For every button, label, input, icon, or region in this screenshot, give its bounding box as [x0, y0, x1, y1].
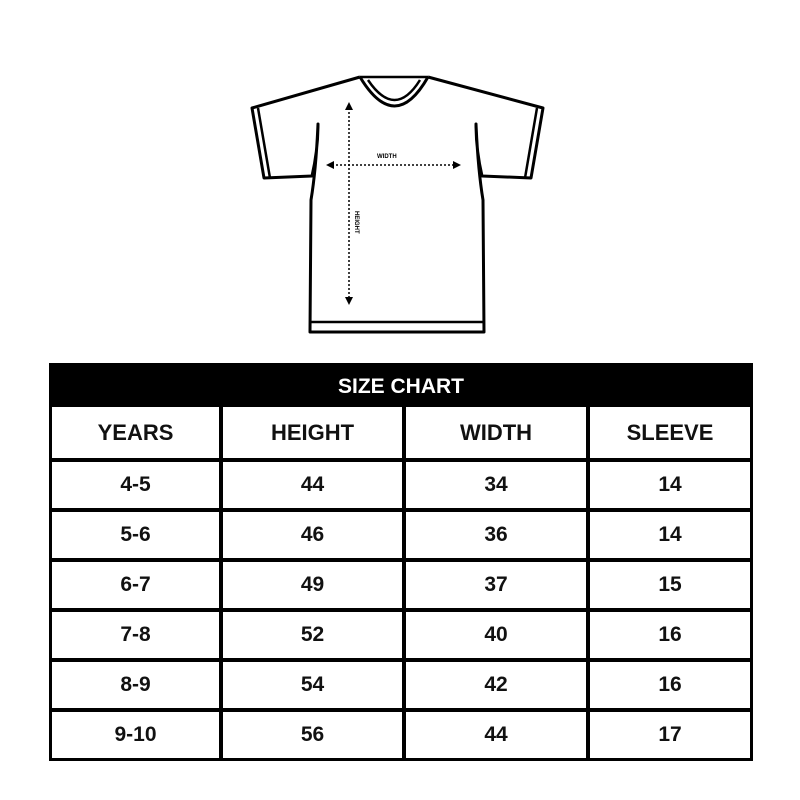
table-row: 9-10 56 44 17 [52, 708, 750, 758]
cell-width: 34 [402, 462, 586, 508]
cell-width: 42 [402, 662, 586, 708]
table-title: SIZE CHART [52, 366, 750, 407]
height-label: HEIGHT [353, 211, 359, 234]
left-sleeve-band [256, 107, 272, 179]
header-sleeve: SLEEVE [586, 407, 750, 458]
collar-inner [366, 79, 422, 102]
cell-sleeve: 15 [586, 562, 750, 608]
cell-sleeve: 16 [586, 612, 750, 658]
cell-width: 44 [402, 712, 586, 758]
cell-years: 9-10 [114, 723, 157, 746]
table-row: 7-8 52 40 16 [52, 608, 750, 658]
cell-width: 37 [402, 562, 586, 608]
cell-years: 5-6 [120, 523, 151, 546]
cell-height: 44 [219, 462, 402, 508]
size-chart-table: SIZE CHART YEARS HEIGHT WIDTH SLEEVE 4-5… [49, 363, 753, 761]
cell-height: 52 [219, 612, 402, 658]
header-row: YEARS HEIGHT WIDTH SLEEVE [52, 407, 750, 458]
cell-width: 40 [402, 612, 586, 658]
table-row: 4-5 44 34 14 [52, 458, 750, 508]
table-row: 6-7 49 37 15 [52, 558, 750, 608]
table-row: 8-9 54 42 16 [52, 658, 750, 708]
header-height: HEIGHT [219, 407, 402, 458]
header-width: WIDTH [402, 407, 586, 458]
cell-years: 8-9 [120, 673, 151, 696]
right-sleeve-band [523, 107, 539, 179]
cell-years: 7-8 [120, 623, 151, 646]
cell-height: 49 [219, 562, 402, 608]
cell-sleeve: 16 [586, 662, 750, 708]
cell-sleeve: 17 [586, 712, 750, 758]
collar-outer [358, 76, 430, 108]
cell-width: 36 [402, 512, 586, 558]
cell-height: 56 [219, 712, 402, 758]
cell-years: 4-5 [120, 473, 151, 496]
cell-height: 54 [219, 662, 402, 708]
width-label: WIDTH [377, 154, 397, 160]
tshirt-diagram: WIDTH HEIGHT [250, 75, 545, 334]
cell-years: 6-7 [120, 573, 151, 596]
header-years: YEARS [97, 419, 174, 445]
tshirt-outline [250, 75, 545, 334]
cell-sleeve: 14 [586, 512, 750, 558]
cell-height: 46 [219, 512, 402, 558]
cell-sleeve: 14 [586, 462, 750, 508]
table-row: 5-6 46 36 14 [52, 508, 750, 558]
